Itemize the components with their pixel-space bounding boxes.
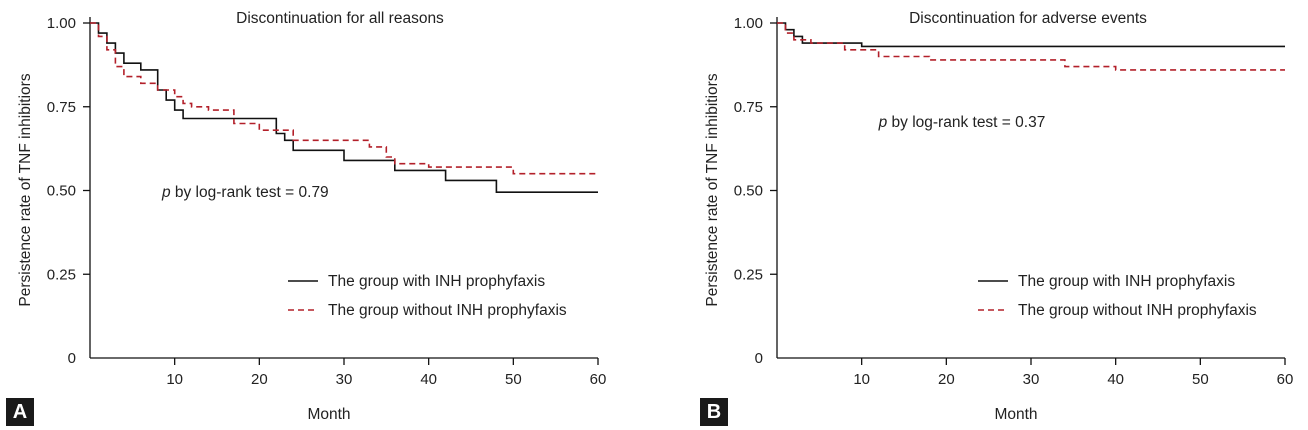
series-line-without-inh	[777, 22, 1285, 71]
x-axis-label: Month	[307, 406, 350, 423]
legend-label: The group with INH prophyfaxis	[1018, 273, 1235, 290]
legend-label: The group without INH prophyfaxis	[1018, 302, 1257, 319]
p-symbol: p	[878, 114, 888, 131]
p-value-text: by log-rank test = 0.79	[171, 184, 329, 201]
y-tick-label: 0.50	[47, 183, 76, 200]
y-tick-label: 0	[755, 350, 763, 367]
p-value-annotation: p by log-rank test = 0.37	[878, 114, 1046, 131]
y-tick-label: 1.00	[47, 15, 76, 32]
x-tick-label: 30	[1023, 371, 1040, 388]
x-tick-label: 20	[251, 371, 268, 388]
x-tick-label: 30	[336, 371, 353, 388]
y-tick-label: 0.25	[734, 266, 763, 283]
x-tick-label: 10	[166, 371, 183, 388]
chart-panel-b: 0 0.25 0.50 0.75 1.00 10 20 30 40 50 60 Discontinua…	[704, 10, 1293, 423]
y-tick-label: 0	[68, 350, 76, 367]
p-value-annotation: p by log-rank test = 0.79	[161, 184, 329, 201]
x-axis-label: Month	[994, 406, 1037, 423]
x-tick-label: 50	[1192, 371, 1209, 388]
chart-title: Discontinuation for adverse events	[909, 10, 1147, 27]
y-tick-label: 0.75	[47, 99, 76, 116]
x-tick-label: 40	[420, 371, 437, 388]
chart-title: Discontinuation for all reasons	[236, 10, 444, 27]
y-axis-label: Persistence rate of TNF inhibitiors	[17, 73, 34, 306]
chart-panel-a: 0 0.25 0.50 0.75 1.00 10 20 30 40 50 60 Discontinua…	[17, 10, 606, 423]
p-symbol: p	[161, 184, 171, 201]
x-tick-label: 10	[853, 371, 870, 388]
series-line-without-inh	[90, 22, 598, 175]
y-tick-label: 1.00	[734, 15, 763, 32]
panel-label-a: A	[6, 398, 34, 426]
panel-label-b: B	[700, 398, 728, 426]
y-tick-label: 0.25	[47, 266, 76, 283]
series-line-with-inh	[90, 22, 598, 193]
x-tick-label: 50	[505, 371, 522, 388]
p-value-text: by log-rank test = 0.37	[887, 114, 1045, 131]
legend-label: The group without INH prophyfaxis	[328, 302, 567, 319]
y-tick-label: 0.50	[734, 183, 763, 200]
y-tick-label: 0.75	[734, 99, 763, 116]
x-tick-label: 60	[590, 371, 607, 388]
x-tick-label: 20	[938, 371, 955, 388]
legend-label: The group with INH prophyfaxis	[328, 273, 545, 290]
y-axis-label: Persistence rate of TNF inhibitiors	[704, 73, 721, 306]
x-tick-label: 40	[1107, 371, 1124, 388]
x-tick-label: 60	[1277, 371, 1294, 388]
